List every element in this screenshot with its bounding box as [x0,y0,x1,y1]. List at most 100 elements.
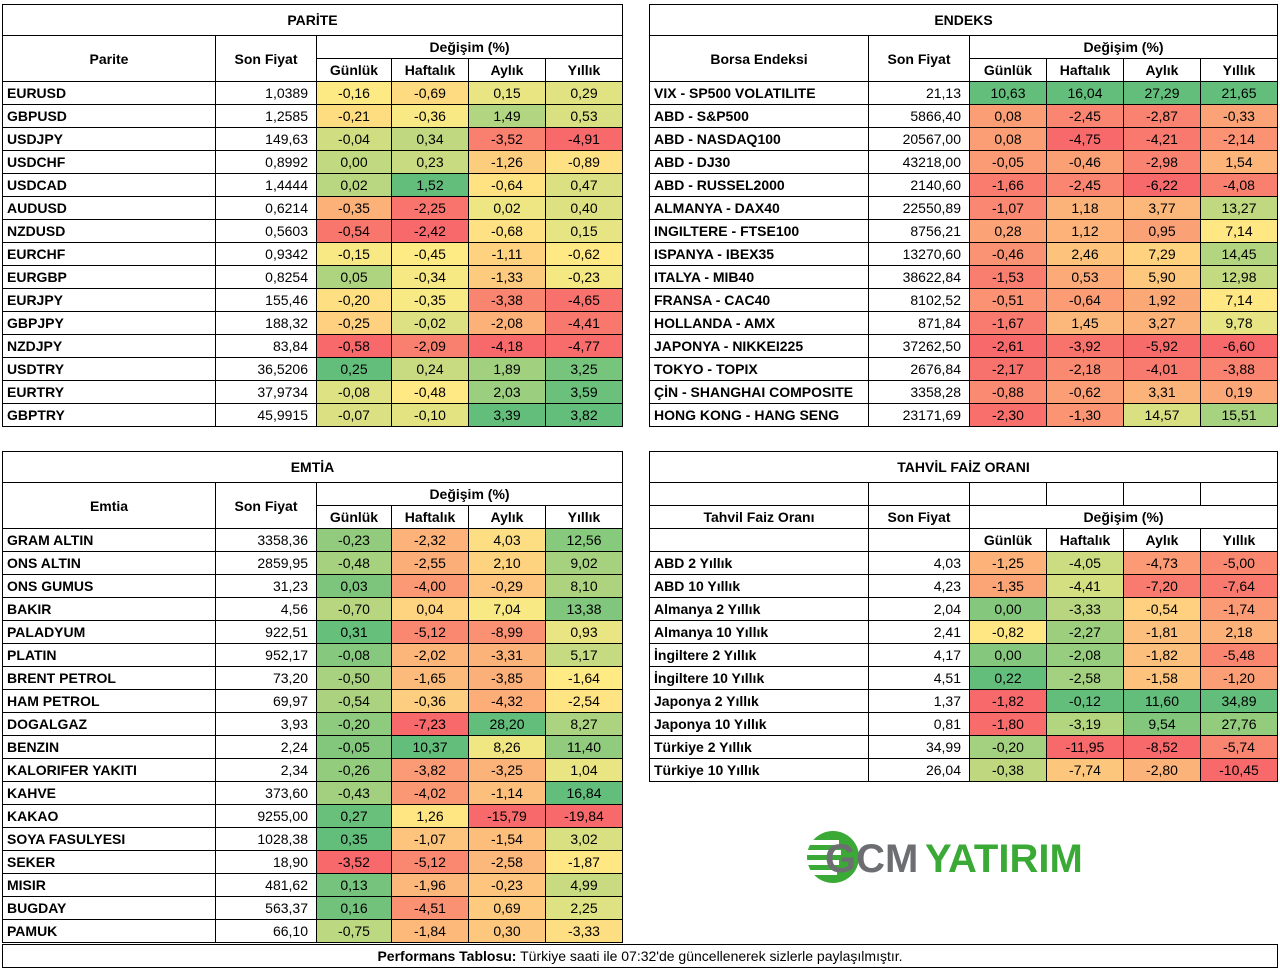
row-change: -1,26 [468,150,546,174]
row-change: -0,04 [316,127,392,151]
row-name: SOYA FASULYESI [2,827,216,851]
row-change: -4,21 [1123,127,1201,151]
row-price: 2,04 [868,597,970,621]
row-change: -0,10 [391,403,469,427]
table-row: EURJPY 155,46 -0,20 -0,35 -3,38 -4,65 [2,288,623,312]
endeks-section: ENDEKS Borsa Endeksi Son Fiyat Değişim (… [649,4,1278,427]
row-price: 481,62 [215,873,317,897]
parite-table: PARİTE Parite Son Fiyat Değişim (%) Günl… [2,4,623,427]
row-change: 4,03 [468,528,546,552]
row-name: ABD - S&P500 [649,104,869,128]
table-row: NZDJPY 83,84 -0,58 -2,09 -4,18 -4,77 [2,334,623,358]
row-price: 1028,38 [215,827,317,851]
row-name: ONS GUMUS [2,574,216,598]
row-change: 10,63 [969,81,1047,105]
row-change: -8,99 [468,620,546,644]
table-row: ISPANYA - IBEX35 13270,60 -0,46 2,46 7,29 14,… [649,242,1278,266]
row-change: -3,85 [468,666,546,690]
row-change: 2,46 [1046,242,1124,266]
table-row: Japonya 2 Yıllık 1,37 -1,82 -0,12 11,60 34,89 [649,689,1278,713]
row-change: 0,08 [969,127,1047,151]
gunluk-header: Günlük [316,58,392,82]
table-row: KAKAO 9255,00 0,27 1,26 -15,79 -19,84 [2,804,623,828]
row-name: GBPJPY [2,311,216,335]
row-change: -4,08 [1200,173,1278,197]
row-change: 7,29 [1123,242,1201,266]
row-name: AUDUSD [2,196,216,220]
row-price: 1,4444 [215,173,317,197]
row-price: 3358,28 [868,380,970,404]
row-change: 0,30 [468,919,546,943]
row-price: 8756,21 [868,219,970,243]
table-row: EURTRY 37,9734 -0,08 -0,48 2,03 3,59 [2,380,623,404]
row-price: 13270,60 [868,242,970,266]
row-name: ONS ALTIN [2,551,216,575]
table-row: DOGALGAZ 3,93 -0,20 -7,23 28,20 8,27 [2,712,623,736]
tahvil-section: TAHVİL FAİZ ORANI Tahvil Faiz Oranı Son … [649,451,1278,782]
row-change: -0,36 [391,104,469,128]
row-name: HAM PETROL [2,689,216,713]
row-price: 36,5206 [215,357,317,381]
row-change: -1,80 [969,712,1047,736]
table-row: HAM PETROL 69,97 -0,54 -0,36 -4,32 -2,54 [2,689,623,713]
row-change: 21,65 [1200,81,1278,105]
row-change: 0,04 [391,597,469,621]
row-change: -2,58 [1046,666,1124,690]
row-change: 0,40 [545,196,623,220]
table-row: USDTRY 36,5206 0,25 0,24 1,89 3,25 [2,357,623,381]
table-row: ÇİN - SHANGHAI COMPOSITE 3358,28 -0,88 -0,6… [649,380,1278,404]
row-change: 7,14 [1200,288,1278,312]
row-name: Türkiye 10 Yıllık [649,758,869,782]
row-change: 1,45 [1046,311,1124,335]
row-change: -5,00 [1200,551,1278,575]
row-change: -0,36 [391,689,469,713]
row-price: 83,84 [215,334,317,358]
haftalik-header: Haftalık [391,505,469,529]
row-change: -0,23 [316,528,392,552]
row-change: -3,33 [1046,597,1124,621]
row-change: 3,82 [545,403,623,427]
row-name: ISPANYA - IBEX35 [649,242,869,266]
row-change: 3,59 [545,380,623,404]
row-change: -2,09 [391,334,469,358]
row-price: 2,34 [215,758,317,782]
row-price: 1,2585 [215,104,317,128]
emtia-table: EMTİA Emtia Son Fiyat Değişim (%) Günlük… [2,451,623,943]
row-change: -5,92 [1123,334,1201,358]
parite-body: EURUSD 1,0389 -0,16 -0,69 0,15 0,29 GBPUSD 1,25… [2,81,623,427]
row-change: 0,22 [969,666,1047,690]
row-change: 0,31 [316,620,392,644]
table-row: EURUSD 1,0389 -0,16 -0,69 0,15 0,29 [2,81,623,105]
row-change: -3,82 [391,758,469,782]
row-change: -0,62 [1046,380,1124,404]
row-price: 43218,00 [868,150,970,174]
row-change: -1,74 [1200,597,1278,621]
parite-section: PARİTE Parite Son Fiyat Değişim (%) Günl… [2,4,623,427]
row-change: 5,90 [1123,265,1201,289]
gunluk-header: Günlük [316,505,392,529]
gunluk-header: Günlük [969,58,1047,82]
row-change: -0,35 [316,196,392,220]
row-change: -0,54 [316,219,392,243]
row-change: 0,53 [1046,265,1124,289]
row-price: 2140,60 [868,173,970,197]
table-row: İngiltere 10 Yıllık 4,51 0,22 -2,58 -1,58 -1,… [649,666,1278,690]
son-fiyat-header: Son Fiyat [868,505,970,529]
row-change: 12,98 [1200,265,1278,289]
row-name: VIX - SP500 VOLATILITE [649,81,869,105]
endeks-col-header: Borsa Endeksi [649,35,869,82]
row-change: 1,49 [468,104,546,128]
table-row: VIX - SP500 VOLATILITE 21,13 10,63 16,04 27,… [649,81,1278,105]
row-name: EURUSD [2,81,216,105]
table-row: ABD 10 Yıllık 4,23 -1,35 -4,41 -7,20 -7,64 [649,574,1278,598]
table-row: KALORIFER YAKITI 2,34 -0,26 -3,82 -3,25 1,04 [2,758,623,782]
row-change: 16,04 [1046,81,1124,105]
row-change: -19,84 [545,804,623,828]
row-name: Türkiye 2 Yıllık [649,735,869,759]
row-change: -2,45 [1046,173,1124,197]
row-change: -5,48 [1200,643,1278,667]
row-change: -1,84 [391,919,469,943]
table-row: GBPTRY 45,9915 -0,07 -0,10 3,39 3,82 [2,403,623,427]
row-name: ABD 10 Yıllık [649,574,869,598]
table-row: SOYA FASULYESI 1028,38 0,35 -1,07 -1,54 3,02 [2,827,623,851]
